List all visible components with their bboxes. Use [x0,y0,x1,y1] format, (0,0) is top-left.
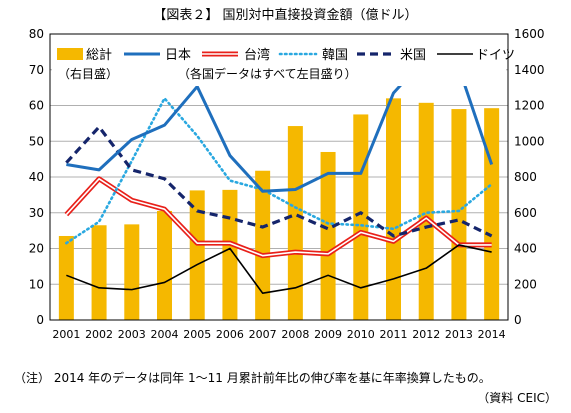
x-tick-label: 2003 [118,328,146,341]
legend-sub-left: （右目盛） [58,66,118,81]
right-tick-label: 1600 [514,27,545,41]
left-tick-label: 40 [29,170,44,184]
legend: 総計 日本 台湾 韓国 米国 ドイツ （右目盛） （各国データはすべて左目盛り） [52,38,515,86]
bar-total [418,102,434,320]
bar-total [320,151,336,320]
bar-total [222,189,238,320]
series-line [65,125,493,238]
right-axis-ticks: 0 200 400 600 800 1000 1200 1400 1600 [514,27,545,327]
series-germany [66,244,492,294]
bar-total [386,98,401,320]
bar-total [353,114,369,320]
legend-item-germany: ドイツ [437,48,515,63]
x-tick-label: 2001 [52,328,80,341]
series-line [66,244,492,294]
legend-item-us: 米国 [357,48,426,63]
chart-title: 【図表２】 国別対中直接投資金額（億ドル） [153,8,418,23]
legend-label: 米国 [400,48,426,63]
x-tick-label: 2013 [445,328,473,341]
x-tick-label: 2006 [216,328,244,341]
right-tick-label: 0 [514,313,522,327]
right-tick-label: 1000 [514,134,545,148]
source-credit: （資料 CEIC） [477,391,557,405]
legend-label: 台湾 [244,47,270,63]
right-tick-label: 1200 [514,99,545,113]
x-tick-label: 2009 [314,328,342,341]
bar-total [484,108,500,321]
x-tick-label: 2004 [151,328,179,341]
x-tick-label: 2010 [347,328,375,341]
x-tick-label: 2007 [249,328,277,341]
left-tick-label: 80 [29,27,44,41]
bar-total [451,109,467,320]
right-tick-label: 600 [514,206,537,220]
footnote: （注） 2014 年のデータは同年 1～11 月累計前年比の伸び率を基に年率換算… [14,371,491,385]
left-tick-label: 50 [29,134,44,148]
x-tick-label: 2012 [412,328,440,341]
right-tick-label: 400 [514,242,537,256]
legend-swatch [57,48,83,60]
x-tick-label: 2014 [478,328,506,341]
x-tick-label: 2008 [281,328,309,341]
legend-item-total: 総計 [57,47,112,63]
bars-total [58,98,500,321]
series-line [65,97,493,245]
legend-label: ドイツ [476,48,515,63]
right-tick-label: 800 [514,170,537,184]
bar-total [255,170,271,320]
series-taiwan [64,176,492,259]
series-lines [64,55,494,294]
left-tick-label: 20 [29,242,44,256]
legend-item-korea: 韓国 [278,48,348,63]
right-tick-label: 1400 [514,63,545,77]
left-tick-label: 30 [29,206,44,220]
legend-label: 韓国 [322,48,348,63]
legend-item-taiwan: 台湾 [202,47,270,63]
bar-total [124,224,140,320]
x-tick-label: 2011 [380,328,408,341]
x-tick-label: 2002 [85,328,113,341]
bar-total [91,225,107,320]
left-axis-ticks: 0 10 20 30 40 50 60 70 80 [29,27,44,327]
legend-sub-right: （各国データはすべて左目盛り） [178,66,357,81]
left-tick-label: 60 [29,99,44,113]
left-tick-label: 10 [29,277,44,291]
bar-total [58,235,74,320]
series-us [65,125,493,238]
series-line-inner [65,177,492,257]
right-tick-label: 200 [514,277,537,291]
legend-item-japan: 日本 [124,48,191,63]
legend-label: 総計 [86,47,112,63]
x-axis-ticks: 2001 2002 2003 2004 2005 2006 2007 2008 2009 2010… [52,328,505,341]
legend-label: 日本 [165,48,191,63]
plot-frame [49,33,509,321]
left-tick-label: 0 [36,313,44,327]
bar-total [157,210,172,320]
series-korea [65,97,493,245]
legend-background [52,38,506,86]
left-tick-label: 70 [29,63,44,77]
bar-total [287,126,303,321]
x-tick-label: 2005 [183,328,211,341]
bar-total [189,190,205,320]
